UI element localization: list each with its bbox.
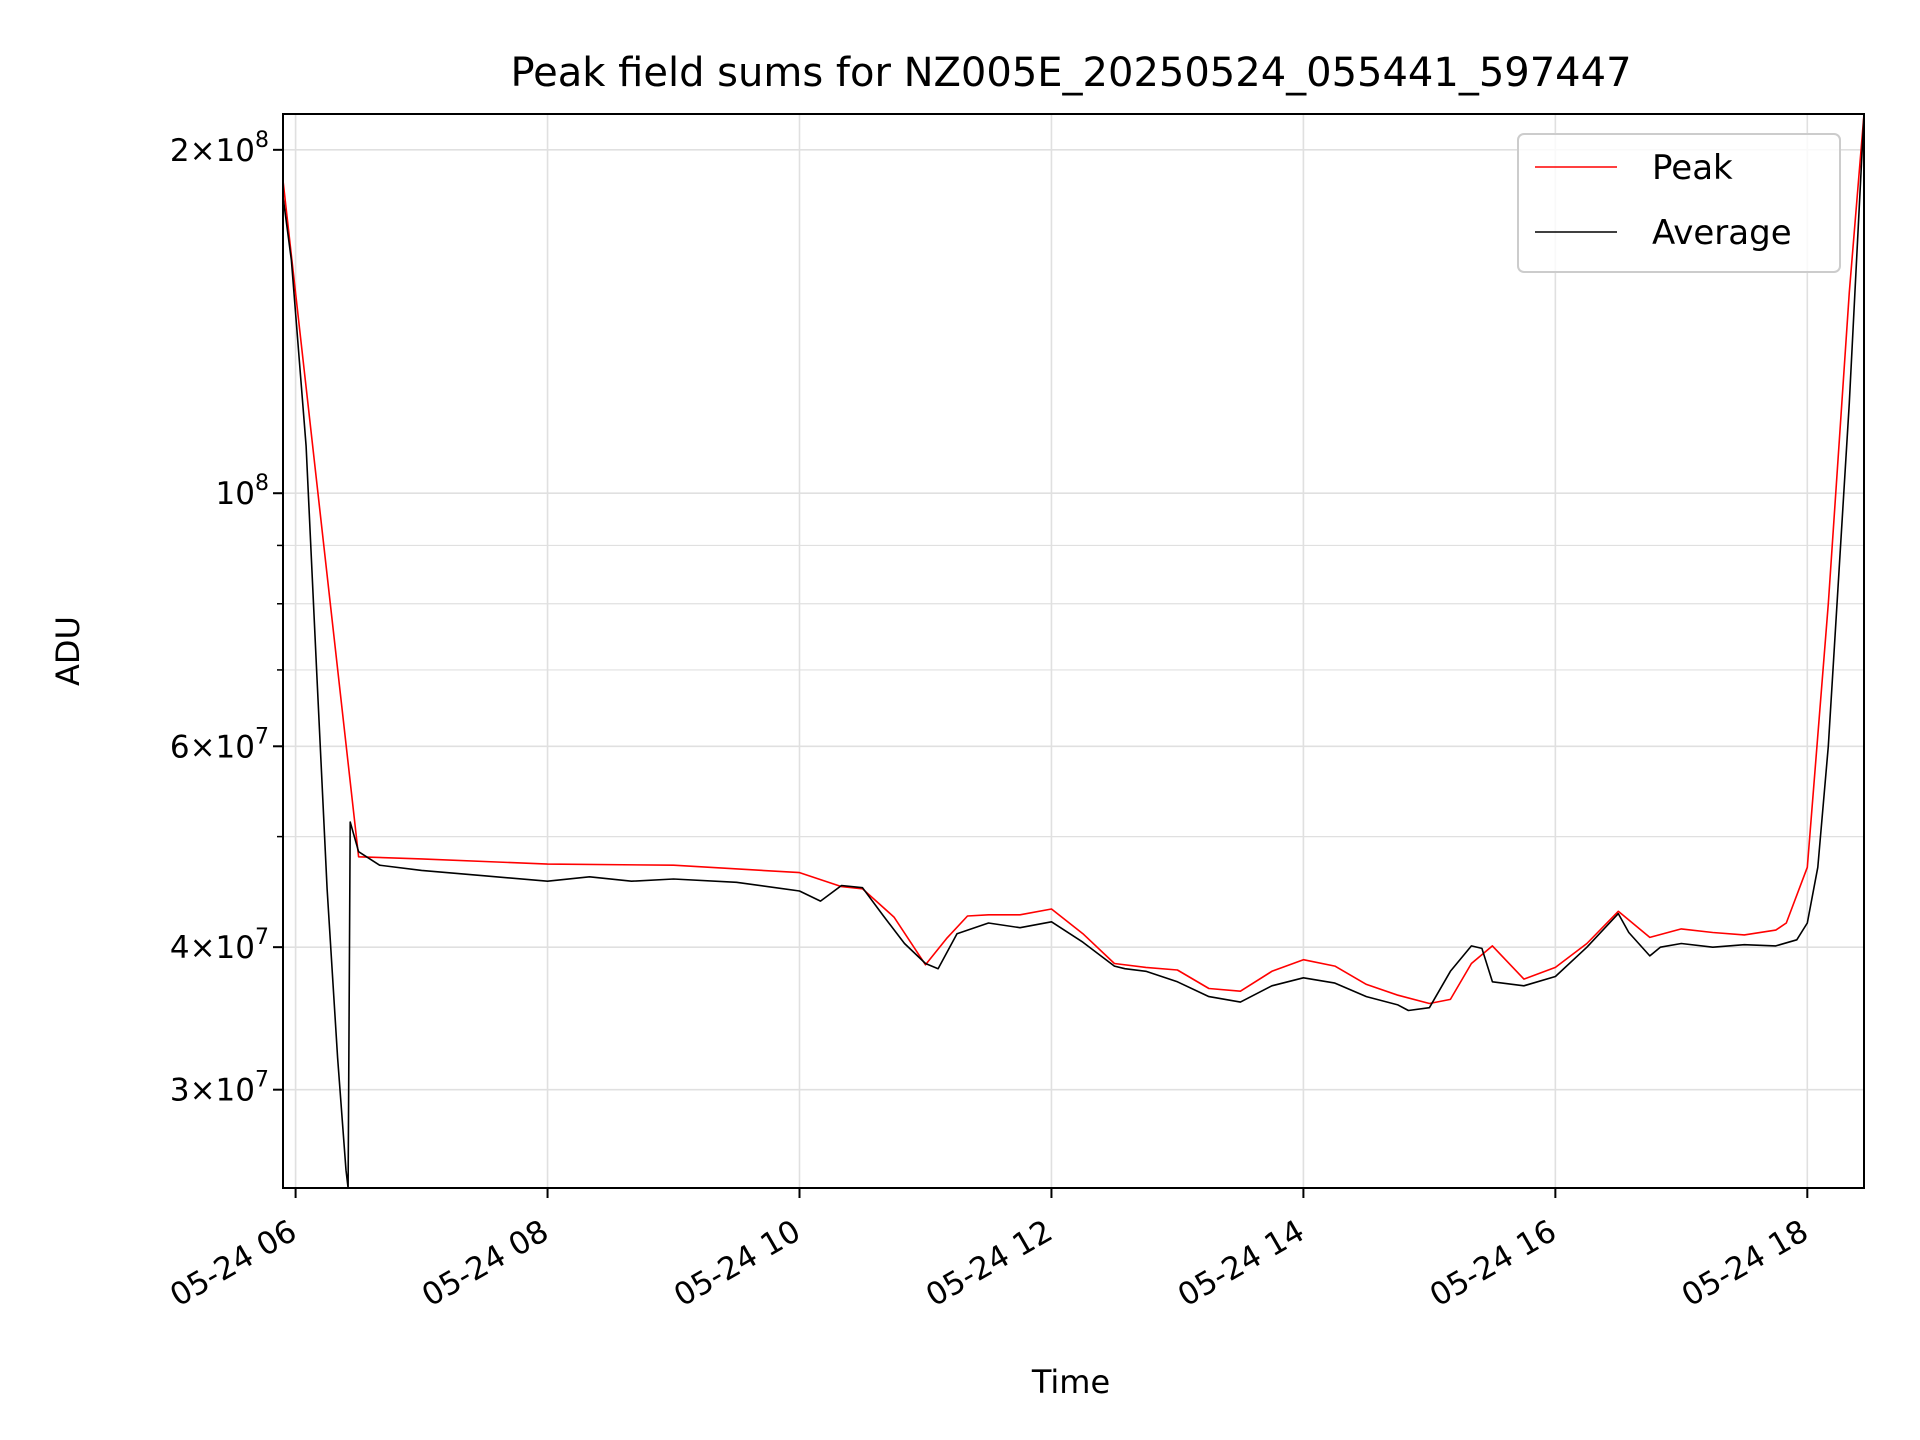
axis-ticks: 05-24 06 05-24 08 05-24 10 05-24 12 05-24 14… xyxy=(164,128,1814,1314)
x-tick-label: 05-24 10 xyxy=(668,1213,807,1314)
x-tick-label: 05-24 08 xyxy=(416,1213,555,1314)
series-line-average xyxy=(283,114,1864,1188)
y-tick-label: 4×107 xyxy=(170,925,269,966)
x-tick-label: 05-24 14 xyxy=(1172,1213,1311,1314)
y-tick-label: 2×108 xyxy=(170,128,269,169)
y-tick-label: 3×107 xyxy=(170,1068,269,1109)
x-tick-label: 05-24 18 xyxy=(1676,1213,1815,1314)
y-tick-label: 6×107 xyxy=(170,724,269,765)
y-tick-exponent: 7 xyxy=(255,1068,269,1093)
series-layer xyxy=(283,114,1864,1188)
x-tick-label: 05-24 06 xyxy=(164,1213,303,1314)
legend: Peak Average xyxy=(1517,133,1841,273)
y-tick-exponent: 8 xyxy=(255,128,269,153)
legend-box xyxy=(1517,133,1841,273)
x-tick-label: 05-24 16 xyxy=(1424,1213,1563,1314)
legend-label-average: Average xyxy=(1652,213,1792,253)
legend-label-peak: Peak xyxy=(1652,148,1733,188)
y-tick-label: 108 xyxy=(216,471,269,512)
chart-title: Peak field sums for NZ005E_20250524_0554… xyxy=(510,50,1631,96)
grid xyxy=(283,114,1864,1188)
y-axis-label: ADU xyxy=(49,616,87,686)
plot-frame xyxy=(282,113,1865,1189)
y-tick-exponent: 7 xyxy=(255,724,269,749)
y-tick-exponent: 7 xyxy=(255,925,269,950)
x-axis-label: Time xyxy=(1031,1363,1110,1401)
y-tick-exponent: 8 xyxy=(255,471,269,496)
x-tick-label: 05-24 12 xyxy=(920,1213,1059,1314)
